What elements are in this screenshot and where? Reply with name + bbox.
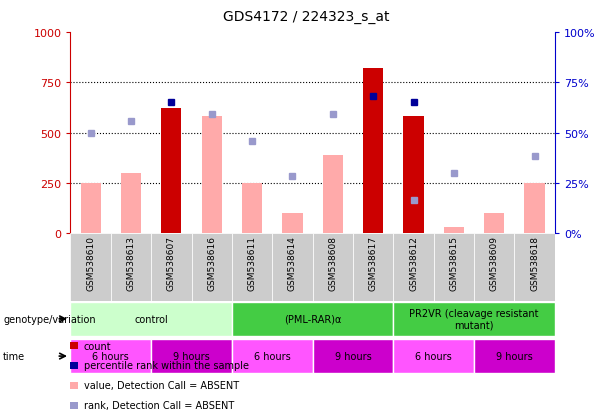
Bar — [242, 183, 262, 233]
Bar — [80, 183, 101, 233]
Text: count: count — [84, 341, 112, 351]
Text: GSM538617: GSM538617 — [368, 235, 378, 290]
Bar — [70, 233, 111, 301]
Text: PR2VR (cleavage resistant
mutant): PR2VR (cleavage resistant mutant) — [409, 308, 539, 330]
Bar — [151, 233, 191, 301]
Bar — [121, 173, 141, 233]
Bar — [525, 183, 545, 233]
Text: 6 hours: 6 hours — [93, 351, 129, 361]
Text: 9 hours: 9 hours — [173, 351, 210, 361]
Text: GSM538609: GSM538609 — [490, 235, 499, 290]
Text: control: control — [134, 314, 168, 324]
Bar — [111, 233, 151, 301]
Text: GSM538616: GSM538616 — [207, 235, 216, 290]
Bar — [363, 69, 383, 233]
Bar — [272, 233, 313, 301]
Bar — [403, 117, 424, 233]
Text: GSM538608: GSM538608 — [329, 235, 337, 290]
Bar — [283, 213, 303, 233]
Text: GDS4172 / 224323_s_at: GDS4172 / 224323_s_at — [223, 10, 390, 24]
Bar — [151, 339, 232, 373]
Text: 6 hours: 6 hours — [416, 351, 452, 361]
Text: (PML-RAR)α: (PML-RAR)α — [284, 314, 341, 324]
Text: rank, Detection Call = ABSENT: rank, Detection Call = ABSENT — [84, 400, 234, 410]
Bar — [444, 227, 464, 233]
Bar — [191, 233, 232, 301]
Bar — [394, 233, 434, 301]
Bar — [353, 233, 394, 301]
Bar — [313, 339, 394, 373]
Bar — [232, 339, 313, 373]
Bar — [202, 117, 222, 233]
Bar — [322, 155, 343, 233]
Bar — [161, 109, 181, 233]
Text: genotype/variation: genotype/variation — [3, 314, 96, 324]
Text: value, Detection Call = ABSENT: value, Detection Call = ABSENT — [84, 380, 239, 390]
Text: GSM538612: GSM538612 — [409, 235, 418, 290]
Text: percentile rank within the sample: percentile rank within the sample — [84, 361, 249, 370]
Bar — [474, 233, 514, 301]
Text: 9 hours: 9 hours — [496, 351, 533, 361]
Text: GSM538614: GSM538614 — [288, 235, 297, 290]
Bar — [474, 339, 555, 373]
Bar — [433, 233, 474, 301]
Bar — [232, 233, 272, 301]
Text: time: time — [3, 351, 25, 361]
Text: GSM538615: GSM538615 — [449, 235, 459, 290]
Bar — [394, 302, 555, 336]
Text: 6 hours: 6 hours — [254, 351, 291, 361]
Bar — [484, 213, 504, 233]
Bar — [70, 339, 151, 373]
Text: GSM538610: GSM538610 — [86, 235, 95, 290]
Bar — [394, 339, 474, 373]
Bar — [514, 233, 555, 301]
Bar — [232, 302, 394, 336]
Text: GSM538618: GSM538618 — [530, 235, 539, 290]
Bar — [70, 302, 232, 336]
Text: GSM538613: GSM538613 — [126, 235, 135, 290]
Text: GSM538611: GSM538611 — [248, 235, 257, 290]
Text: 9 hours: 9 hours — [335, 351, 371, 361]
Text: GSM538607: GSM538607 — [167, 235, 176, 290]
Bar — [313, 233, 353, 301]
